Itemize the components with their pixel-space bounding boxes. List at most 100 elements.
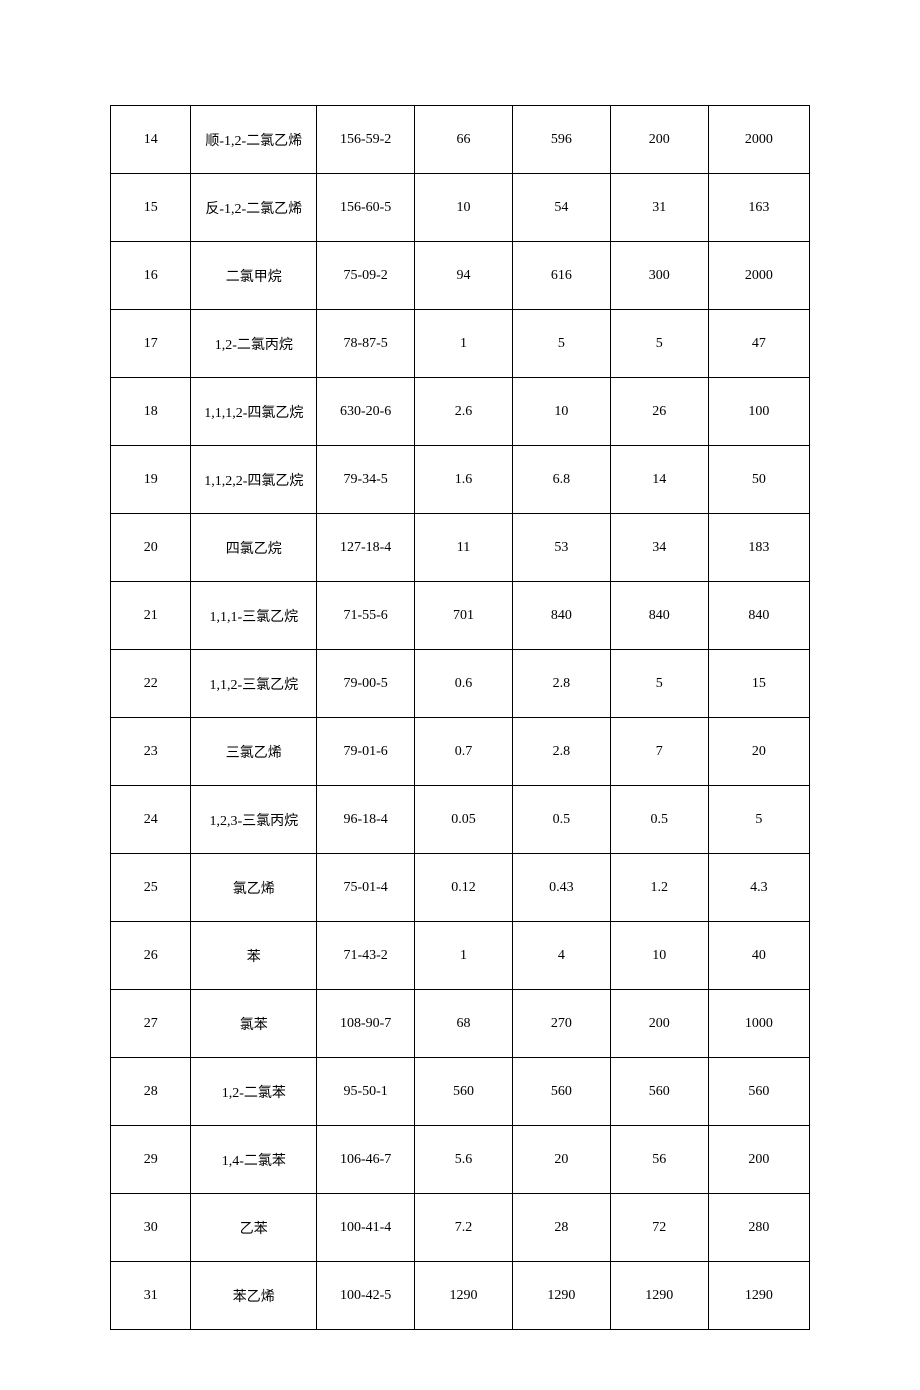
- table-cell: 50: [708, 446, 809, 514]
- table-body: 14顺-1,2-二氯乙烯156-59-266596200200015反-1,2-…: [111, 106, 810, 1330]
- table-cell: 5: [610, 650, 708, 718]
- table-cell: 26: [111, 922, 191, 990]
- table-cell: 156-60-5: [317, 174, 415, 242]
- table-cell: 560: [512, 1058, 610, 1126]
- table-cell: 氯乙烯: [191, 854, 317, 922]
- table-cell: 2000: [708, 242, 809, 310]
- table-cell: 156-59-2: [317, 106, 415, 174]
- table-row: 221,1,2-三氯乙烷79-00-50.62.8515: [111, 650, 810, 718]
- table-cell: 127-18-4: [317, 514, 415, 582]
- table-row: 20四氯乙烷127-18-4115334183: [111, 514, 810, 582]
- table-cell: 1290: [610, 1262, 708, 1330]
- table-cell: 5: [512, 310, 610, 378]
- table-cell: 1.6: [415, 446, 513, 514]
- table-cell: 14: [111, 106, 191, 174]
- table-row: 241,2,3-三氯丙烷96-18-40.050.50.55: [111, 786, 810, 854]
- table-cell: 24: [111, 786, 191, 854]
- table-cell: 4.3: [708, 854, 809, 922]
- table-cell: 18: [111, 378, 191, 446]
- table-cell: 1290: [512, 1262, 610, 1330]
- table-cell: 19: [111, 446, 191, 514]
- table-cell: 300: [610, 242, 708, 310]
- table-cell: 7.2: [415, 1194, 513, 1262]
- table-cell: 79-01-6: [317, 718, 415, 786]
- table-cell: 560: [415, 1058, 513, 1126]
- table-cell: 顺-1,2-二氯乙烯: [191, 106, 317, 174]
- table-cell: 1: [415, 310, 513, 378]
- table-cell: 1,1,2,2-四氯乙烷: [191, 446, 317, 514]
- table-cell: 40: [708, 922, 809, 990]
- table-cell: 10: [415, 174, 513, 242]
- table-row: 14顺-1,2-二氯乙烯156-59-2665962002000: [111, 106, 810, 174]
- table-cell: 701: [415, 582, 513, 650]
- table-row: 291,4-二氯苯106-46-75.62056200: [111, 1126, 810, 1194]
- table-cell: 1,1,1-三氯乙烷: [191, 582, 317, 650]
- table-cell: 20: [708, 718, 809, 786]
- table-cell: 四氯乙烷: [191, 514, 317, 582]
- table-row: 27氯苯108-90-7682702001000: [111, 990, 810, 1058]
- table-cell: 106-46-7: [317, 1126, 415, 1194]
- table-cell: 0.43: [512, 854, 610, 922]
- table-cell: 71-43-2: [317, 922, 415, 990]
- table-cell: 10: [512, 378, 610, 446]
- table-cell: 270: [512, 990, 610, 1058]
- table-cell: 94: [415, 242, 513, 310]
- table-cell: 6.8: [512, 446, 610, 514]
- table-cell: 1,2,3-三氯丙烷: [191, 786, 317, 854]
- table-row: 281,2-二氯苯95-50-1560560560560: [111, 1058, 810, 1126]
- table-cell: 78-87-5: [317, 310, 415, 378]
- table-cell: 200: [610, 990, 708, 1058]
- table-cell: 56: [610, 1126, 708, 1194]
- table-cell: 28: [111, 1058, 191, 1126]
- table-cell: 31: [111, 1262, 191, 1330]
- table-cell: 29: [111, 1126, 191, 1194]
- table-cell: 5: [610, 310, 708, 378]
- table-cell: 30: [111, 1194, 191, 1262]
- table-cell: 280: [708, 1194, 809, 1262]
- table-cell: 4: [512, 922, 610, 990]
- table-cell: 11: [415, 514, 513, 582]
- table-cell: 10: [610, 922, 708, 990]
- table-row: 31苯乙烯100-42-51290129012901290: [111, 1262, 810, 1330]
- table-cell: 596: [512, 106, 610, 174]
- table-cell: 79-34-5: [317, 446, 415, 514]
- table-row: 171,2-二氯丙烷78-87-515547: [111, 310, 810, 378]
- table-cell: 1,2-二氯苯: [191, 1058, 317, 1126]
- table-cell: 1,1,2-三氯乙烷: [191, 650, 317, 718]
- table-cell: 21: [111, 582, 191, 650]
- table-cell: 氯苯: [191, 990, 317, 1058]
- table-cell: 96-18-4: [317, 786, 415, 854]
- table-cell: 840: [708, 582, 809, 650]
- table-cell: 840: [610, 582, 708, 650]
- table-cell: 630-20-6: [317, 378, 415, 446]
- table-cell: 840: [512, 582, 610, 650]
- table-cell: 20: [512, 1126, 610, 1194]
- table-cell: 100-42-5: [317, 1262, 415, 1330]
- table-cell: 15: [111, 174, 191, 242]
- table-cell: 68: [415, 990, 513, 1058]
- table-cell: 20: [111, 514, 191, 582]
- table-row: 15反-1,2-二氯乙烯156-60-5105431163: [111, 174, 810, 242]
- table-cell: 1.2: [610, 854, 708, 922]
- table-cell: 0.6: [415, 650, 513, 718]
- table-cell: 15: [708, 650, 809, 718]
- table-cell: 0.5: [512, 786, 610, 854]
- table-cell: 0.7: [415, 718, 513, 786]
- table-cell: 100-41-4: [317, 1194, 415, 1262]
- table-row: 23三氯乙烯79-01-60.72.8720: [111, 718, 810, 786]
- table-cell: 二氯甲烷: [191, 242, 317, 310]
- table-cell: 163: [708, 174, 809, 242]
- table-cell: 乙苯: [191, 1194, 317, 1262]
- table-cell: 1000: [708, 990, 809, 1058]
- table-cell: 17: [111, 310, 191, 378]
- table-row: 25氯乙烯75-01-40.120.431.24.3: [111, 854, 810, 922]
- table-cell: 100: [708, 378, 809, 446]
- table-cell: 1290: [415, 1262, 513, 1330]
- table-row: 181,1,1,2-四氯乙烷630-20-62.61026100: [111, 378, 810, 446]
- table-cell: 560: [708, 1058, 809, 1126]
- table-cell: 22: [111, 650, 191, 718]
- table-row: 30乙苯100-41-47.22872280: [111, 1194, 810, 1262]
- table-cell: 31: [610, 174, 708, 242]
- table-cell: 25: [111, 854, 191, 922]
- table-cell: 2.8: [512, 650, 610, 718]
